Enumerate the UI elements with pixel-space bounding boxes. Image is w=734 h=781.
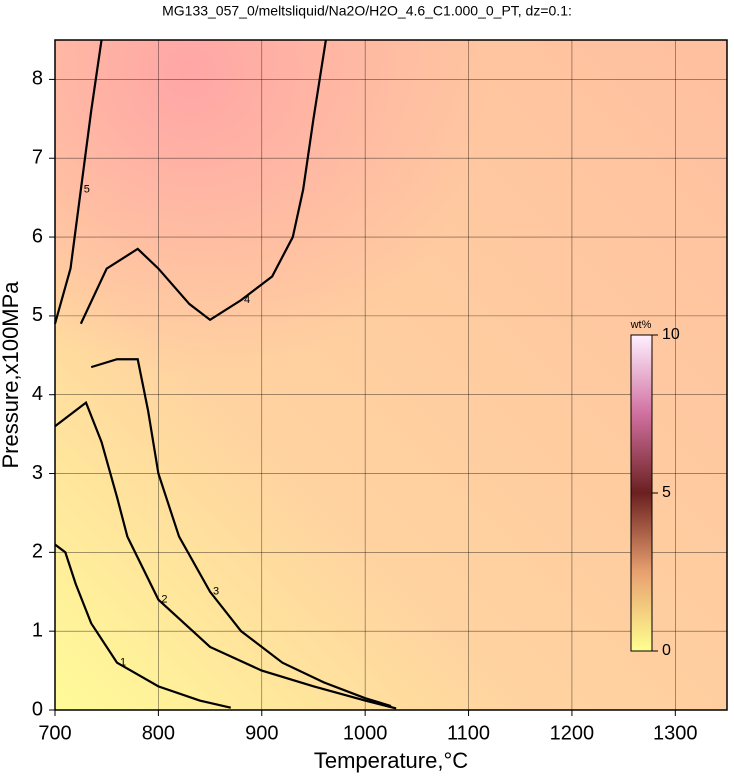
x-axis-label: Temperature,°C <box>314 748 468 773</box>
x-tick-label: 700 <box>38 722 71 744</box>
x-tick-label: 1000 <box>343 722 388 744</box>
contour-label: 1 <box>120 657 126 669</box>
x-tick-label: 900 <box>245 722 278 744</box>
contour-label: 2 <box>161 594 167 606</box>
y-axis-label: Pressure,x100MPa <box>0 281 23 469</box>
contour-line <box>79 39 327 325</box>
x-tick-label: 1300 <box>653 722 698 744</box>
y-tick-label: 0 <box>32 698 43 720</box>
contour-line <box>90 358 392 708</box>
x-tick-label: 1200 <box>550 722 595 744</box>
x-tick-label: 800 <box>142 722 175 744</box>
y-tick-label: 5 <box>32 304 43 326</box>
plot-frame <box>54 39 728 711</box>
contour-line <box>54 543 231 709</box>
colorbar-tick-label: 10 <box>662 326 680 343</box>
contour-line <box>53 39 103 325</box>
y-tick-label: 4 <box>32 383 43 405</box>
y-tick-label: 2 <box>32 541 43 563</box>
contour-line <box>54 400 397 710</box>
contour-label: 3 <box>213 586 219 598</box>
colorbar-tick-label: 5 <box>662 484 671 501</box>
y-tick-label: 8 <box>32 68 43 90</box>
colorbar-tick-label: 0 <box>662 642 671 659</box>
contour-label: 5 <box>84 184 90 196</box>
colorbar-label: wt% <box>630 319 652 331</box>
colorbar <box>630 334 653 652</box>
x-tick-label: 1100 <box>447 722 490 744</box>
y-tick-label: 6 <box>32 225 43 247</box>
y-tick-label: 7 <box>32 147 43 169</box>
y-tick-label: 3 <box>32 462 43 484</box>
contour-label: 4 <box>244 294 250 306</box>
y-tick-label: 1 <box>32 619 43 641</box>
plot-bg-overlay <box>55 40 727 710</box>
chart-title: MG133_057_0/meltsliquid/Na2O/H2O_4.6_C1.… <box>162 3 572 19</box>
